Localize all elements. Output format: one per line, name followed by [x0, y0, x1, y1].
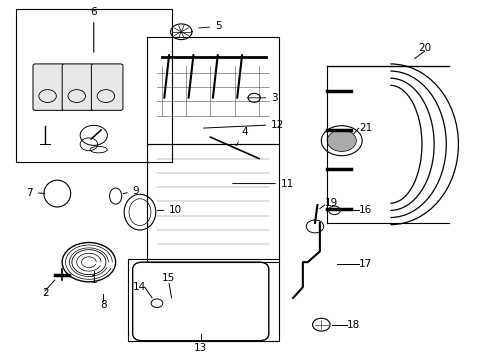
Text: 10: 10 — [157, 205, 182, 215]
FancyBboxPatch shape — [33, 64, 64, 111]
Text: 13: 13 — [194, 343, 207, 353]
Text: 19: 19 — [324, 198, 337, 208]
FancyBboxPatch shape — [91, 64, 122, 111]
Text: 17: 17 — [358, 259, 371, 269]
Text: 9: 9 — [123, 186, 139, 196]
Text: 20: 20 — [417, 43, 430, 53]
Text: 4: 4 — [236, 127, 247, 145]
FancyBboxPatch shape — [62, 64, 94, 111]
Text: 18: 18 — [346, 320, 359, 330]
Text: 6: 6 — [90, 7, 97, 52]
Text: 14: 14 — [132, 282, 145, 292]
Text: 16: 16 — [358, 205, 371, 215]
Text: 8: 8 — [100, 300, 106, 310]
Text: 21: 21 — [358, 123, 371, 133]
Text: 12: 12 — [203, 120, 284, 130]
Circle shape — [326, 130, 356, 152]
Text: 1: 1 — [90, 275, 97, 285]
Text: 2: 2 — [42, 288, 48, 297]
Text: 11: 11 — [232, 179, 294, 189]
Text: 7: 7 — [26, 188, 45, 198]
Text: 15: 15 — [162, 273, 175, 283]
Text: 5: 5 — [198, 21, 222, 31]
Text: 3: 3 — [247, 93, 277, 103]
